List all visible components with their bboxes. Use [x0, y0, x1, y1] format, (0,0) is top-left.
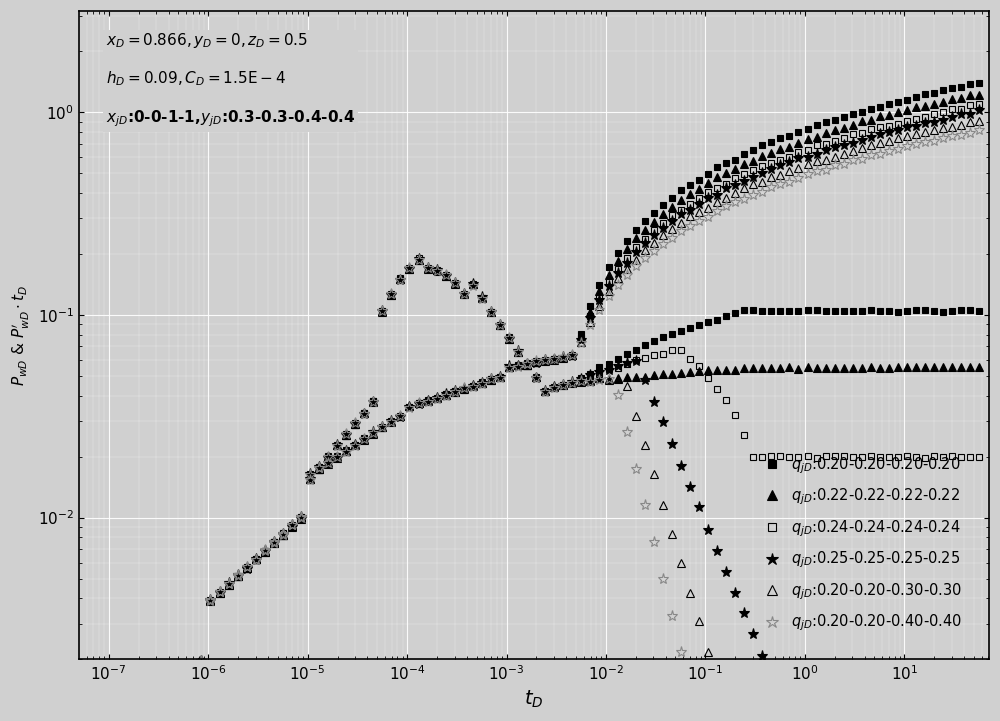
Legend: $q_{jD}$:0.20-0.20-0.20-0.20, $q_{jD}$:0.22-0.22-0.22-0.22, $q_{jD}$:0.24-0.24-0: $q_{jD}$:0.20-0.20-0.20-0.20, $q_{jD}$:0… — [759, 449, 968, 640]
Y-axis label: $P_{wD}$ & $P^{\prime}_{wD} \cdot t_D$: $P_{wD}$ & $P^{\prime}_{wD} \cdot t_D$ — [11, 285, 32, 386]
Text: $x_D=0.866, y_D=0, z_D=0.5$

$h_D=0.09, C_D=1.5\mathrm{E-4}$

$x_{jD}$:0-0-1-1,$: $x_D=0.866, y_D=0, z_D=0.5$ $h_D=0.09, C… — [106, 30, 356, 129]
X-axis label: $t_D$: $t_D$ — [524, 689, 544, 710]
